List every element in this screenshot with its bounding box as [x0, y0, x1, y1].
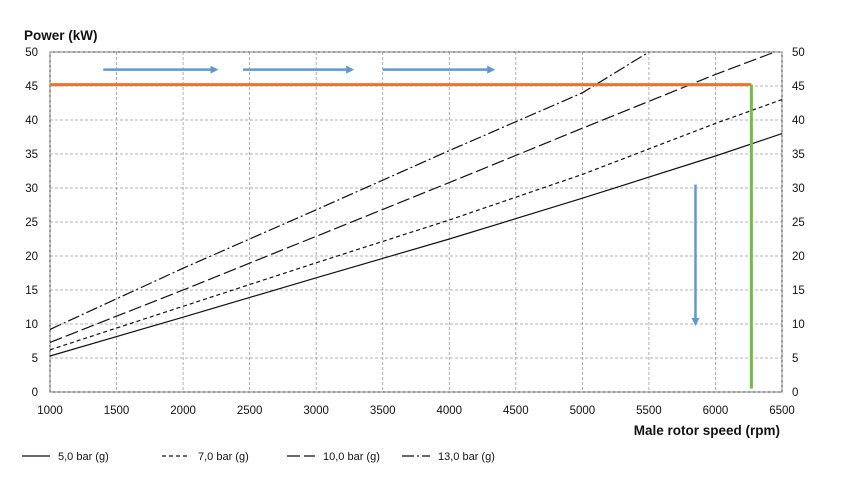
y-tick-label-right: 45 [792, 81, 805, 93]
x-tick-label: 5000 [570, 405, 596, 417]
y-tick-label-right: 30 [792, 183, 805, 195]
y-tick-label-right: 25 [792, 217, 805, 229]
y-tick-label-left: 20 [25, 251, 38, 263]
y-tick-label-right: 10 [792, 319, 805, 331]
y-tick-label-right: 15 [792, 285, 805, 297]
x-tick-label: 2000 [170, 405, 196, 417]
grid [49, 51, 783, 393]
legend-label: 7,0 bar (g) [198, 451, 249, 463]
y-axis-title: Power (kW) [24, 28, 98, 43]
y-tick-label-left: 35 [25, 149, 38, 161]
y-tick-label-left: 25 [25, 217, 38, 229]
y-tick-label-right: 50 [792, 47, 805, 59]
x-tick-label: 6000 [703, 405, 729, 417]
x-tick-label: 3000 [303, 405, 329, 417]
y-tick-label-left: 10 [25, 319, 38, 331]
series-line [49, 133, 783, 357]
x-tick-label: 1500 [104, 405, 130, 417]
x-tick-label: 1000 [37, 405, 63, 417]
y-tick-label-left: 40 [25, 115, 38, 127]
y-tick-label-left: 30 [25, 183, 38, 195]
series-line [49, 51, 650, 330]
series-line [49, 51, 776, 343]
tick-labels: 1000 1500 2000 2500 3000 3500 4000 4500 5000 5500… [25, 47, 805, 417]
y-tick-label-left: 5 [32, 353, 38, 365]
x-tick-label: 3500 [370, 405, 396, 417]
y-tick-label-left: 50 [25, 47, 38, 59]
legend: 5,0 bar (g) 7,0 bar (g) 10,0 bar (g) 13,0 b… [22, 451, 495, 463]
legend-label: 5,0 bar (g) [58, 451, 109, 463]
x-tick-label: 5500 [636, 405, 662, 417]
series-line [49, 99, 783, 351]
y-tick-label-left: 15 [25, 285, 38, 297]
x-axis-title: Male rotor speed (rpm) [634, 423, 780, 438]
x-tick-label: 6500 [769, 405, 795, 417]
annotation-layer [50, 65, 753, 389]
y-tick-label-left: 0 [32, 387, 38, 399]
y-tick-label-right: 0 [792, 387, 798, 399]
legend-label: 13,0 bar (g) [438, 451, 495, 463]
series-layer [49, 51, 783, 357]
y-tick-label-right: 40 [792, 115, 805, 127]
legend-label: 10,0 bar (g) [323, 451, 380, 463]
x-tick-label: 4500 [503, 405, 529, 417]
x-tick-label: 2500 [237, 405, 263, 417]
y-tick-label-right: 5 [792, 353, 798, 365]
x-tick-label: 4000 [436, 405, 462, 417]
y-tick-label-right: 35 [792, 149, 805, 161]
y-tick-label-right: 20 [792, 251, 805, 263]
y-tick-label-left: 45 [25, 81, 38, 93]
